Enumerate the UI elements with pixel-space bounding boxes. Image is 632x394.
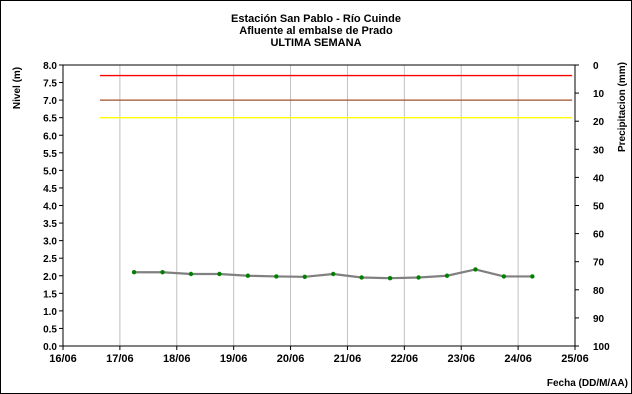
y-tick-label: 8.0 (43, 61, 57, 72)
y-tick-label: 2.0 (43, 272, 57, 283)
x-tick-label: 17/06 (106, 353, 134, 365)
x-tick-label: 19/06 (220, 353, 248, 365)
level-data-point (245, 273, 251, 278)
y2-tick-label: 70 (593, 258, 605, 269)
y-tick-label: 5.5 (43, 149, 57, 160)
level-data-point (131, 270, 137, 275)
y2-tick-label: 50 (593, 202, 605, 213)
level-data-point (444, 273, 450, 278)
level-data-point (387, 276, 393, 281)
level-data-point (473, 267, 478, 272)
y-tick-label: 3.0 (43, 237, 57, 248)
x-tick-label: 25/06 (561, 353, 589, 365)
y2-tick-label: 90 (593, 314, 605, 325)
level-data-point (160, 270, 165, 275)
x-tick-label: 22/06 (391, 353, 419, 365)
level-data-point (530, 274, 535, 279)
level-data-point (331, 271, 336, 277)
y-tick-label: 1.0 (43, 307, 57, 318)
y-tick-label: 4.5 (43, 184, 57, 195)
y2-tick-label: 0 (593, 61, 599, 72)
y-axis-label: Nivel (m) (12, 67, 23, 109)
x-tick-label: 16/06 (49, 353, 77, 365)
x-tick-label: 21/06 (334, 353, 362, 365)
y-tick-label: 0.0 (43, 342, 57, 353)
chart-title-line-2: Afluente al embalse de Prado (239, 25, 393, 37)
y2-tick-label: 20 (593, 117, 605, 128)
y-tick-label: 5.0 (43, 166, 57, 177)
y-tick-label: 2.5 (43, 254, 57, 265)
y2-axis-label: Precipitacion (mm) (617, 62, 628, 152)
level-data-point (416, 275, 421, 280)
y-tick-label: 7.0 (43, 96, 57, 107)
y-tick-label: 0.5 (43, 324, 57, 335)
level-data-point (274, 274, 279, 279)
y2-tick-label: 30 (593, 145, 605, 156)
level-data-point (217, 271, 222, 277)
x-axis-label: Fecha (DD/M/AA) (547, 378, 628, 389)
y-tick-label: 6.5 (43, 114, 57, 125)
chart-title-line-3: ULTIMA SEMANA (270, 37, 361, 49)
y-tick-label: 3.5 (43, 219, 57, 230)
plot-area-border (62, 64, 576, 347)
level-data-point (302, 274, 307, 280)
y-tick-label: 4.0 (43, 202, 57, 213)
x-tick-label: 23/06 (447, 353, 475, 365)
y2-tick-label: 60 (593, 230, 605, 241)
y-tick-label: 7.5 (43, 79, 57, 90)
level-data-point (501, 274, 507, 279)
y2-tick-label: 40 (593, 173, 605, 184)
x-tick-label: 24/06 (504, 353, 532, 365)
chart-title-line-1: Estación San Pablo - Río Cuinde (231, 13, 401, 25)
y-tick-label: 1.5 (43, 289, 57, 300)
level-data-point (188, 271, 194, 277)
y2-tick-label: 100 (593, 342, 610, 353)
y2-tick-label: 10 (593, 89, 605, 100)
x-tick-label: 20/06 (277, 353, 305, 365)
y-tick-label: 6.0 (43, 131, 57, 142)
y2-tick-label: 80 (593, 286, 605, 297)
level-data-point (359, 275, 364, 280)
x-tick-label: 18/06 (163, 353, 191, 365)
